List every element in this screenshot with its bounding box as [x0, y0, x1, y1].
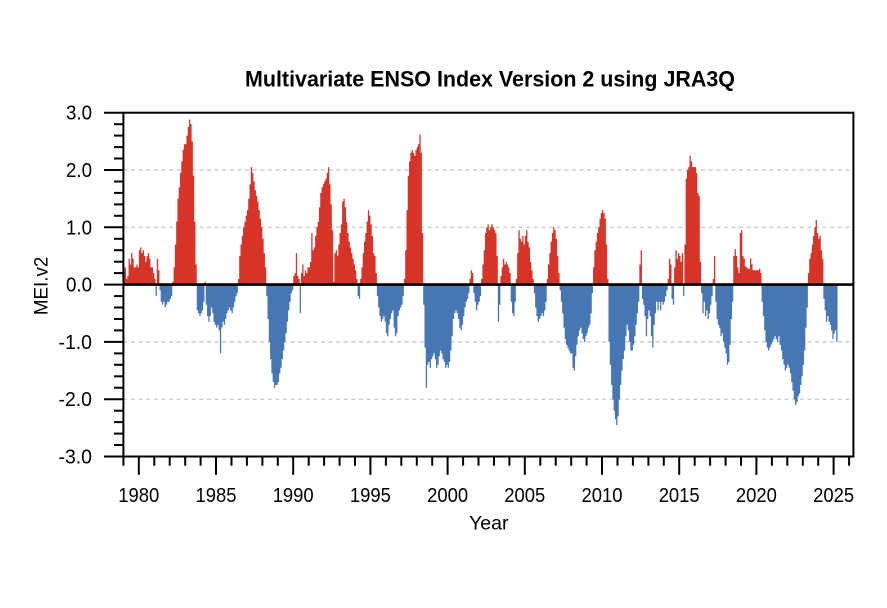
- svg-text:MEI.v2: MEI.v2: [31, 257, 53, 316]
- svg-text:1.0: 1.0: [66, 217, 92, 239]
- svg-text:Year: Year: [469, 513, 509, 535]
- svg-text:1980: 1980: [118, 485, 159, 507]
- svg-text:2005: 2005: [504, 485, 545, 507]
- svg-text:3.0: 3.0: [66, 103, 92, 125]
- svg-text:2.0: 2.0: [66, 160, 92, 182]
- svg-text:1985: 1985: [196, 485, 237, 507]
- svg-text:2020: 2020: [736, 485, 777, 507]
- svg-text:2015: 2015: [659, 485, 700, 507]
- svg-text:-3.0: -3.0: [59, 447, 93, 469]
- svg-text:2025: 2025: [813, 485, 854, 507]
- svg-text:2000: 2000: [427, 485, 468, 507]
- svg-text:2010: 2010: [582, 485, 623, 507]
- svg-text:0.0: 0.0: [66, 275, 92, 297]
- svg-text:1995: 1995: [350, 485, 391, 507]
- svg-text:-1.0: -1.0: [59, 332, 93, 354]
- svg-text:-2.0: -2.0: [59, 389, 93, 411]
- svg-text:1990: 1990: [273, 485, 314, 507]
- svg-text:Multivariate ENSO Index Versio: Multivariate ENSO Index Version 2 using …: [245, 67, 735, 92]
